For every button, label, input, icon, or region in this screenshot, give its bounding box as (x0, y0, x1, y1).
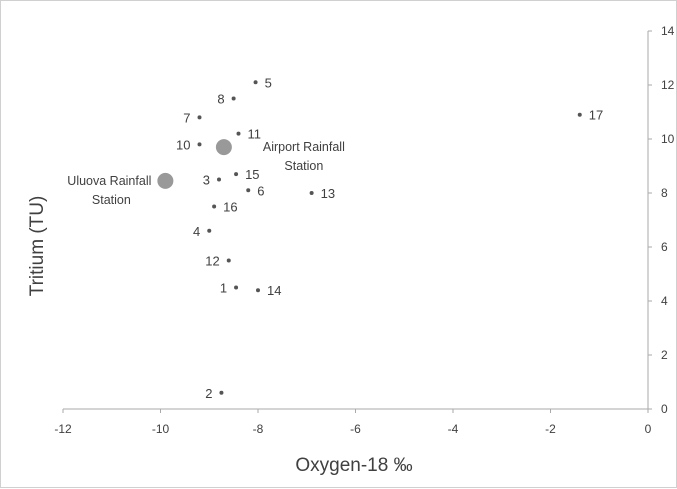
data-point-label-11: 11 (248, 127, 262, 142)
data-point-17 (577, 112, 582, 117)
data-point-label-12: 12 (205, 254, 219, 269)
station-label-line2: Station (284, 159, 323, 173)
station-label-line1: Uluova Rainfall (67, 174, 151, 188)
data-point-label-14: 14 (267, 283, 281, 298)
data-point-label-6: 6 (257, 183, 264, 198)
data-point-label-7: 7 (183, 110, 190, 125)
x-tick-label: -4 (448, 422, 459, 436)
y-tick-label: 8 (661, 186, 668, 200)
data-point-10 (197, 142, 202, 147)
data-point-label-2: 2 (205, 386, 212, 401)
data-point-5 (253, 80, 258, 85)
x-tick-label: 0 (645, 422, 652, 436)
y-tick-label: 14 (661, 24, 675, 38)
x-axis-title: Oxygen-18 ‰ (295, 455, 412, 476)
data-point-4 (207, 228, 212, 233)
data-point-16 (212, 204, 217, 209)
y-tick-label: 2 (661, 348, 668, 362)
data-point-label-16: 16 (223, 200, 237, 215)
data-point-7 (197, 115, 202, 120)
data-point-6 (246, 188, 251, 193)
data-point-15 (234, 172, 239, 177)
data-point-label-5: 5 (265, 75, 272, 90)
y-tick-label: 0 (661, 402, 668, 416)
data-point-14 (256, 288, 260, 293)
data-point-label-13: 13 (321, 186, 335, 201)
station-label-line1: Airport Rainfall (263, 140, 345, 154)
data-point-label-1: 1 (220, 281, 227, 296)
x-tick-label: -12 (54, 422, 72, 436)
data-point-label-17: 17 (589, 108, 603, 123)
x-tick-label: -6 (350, 422, 361, 436)
data-point-label-10: 10 (176, 137, 190, 152)
data-point-label-15: 15 (245, 167, 259, 182)
data-point-label-8: 8 (217, 92, 224, 107)
y-tick-label: 6 (661, 240, 668, 254)
data-point-2 (219, 390, 224, 395)
data-point-label-3: 3 (203, 173, 210, 188)
station-marker (215, 139, 232, 156)
station-marker (157, 172, 174, 189)
data-point-8 (231, 96, 236, 101)
data-point-label-4: 4 (193, 224, 200, 239)
data-point-1 (234, 285, 239, 290)
y-tick-label: 10 (661, 132, 675, 146)
y-axis-title: Tritium (TU) (27, 196, 48, 297)
data-point-3 (217, 177, 221, 182)
data-point-12 (226, 258, 231, 263)
data-point-13 (309, 191, 314, 195)
x-tick-label: -10 (152, 422, 170, 436)
y-tick-label: 12 (661, 78, 675, 92)
station-label-line2: Station (92, 193, 131, 207)
x-tick-label: -2 (545, 422, 556, 436)
data-point-11 (236, 131, 241, 136)
y-tick-label: 4 (661, 294, 668, 308)
x-tick-label: -8 (253, 422, 264, 436)
